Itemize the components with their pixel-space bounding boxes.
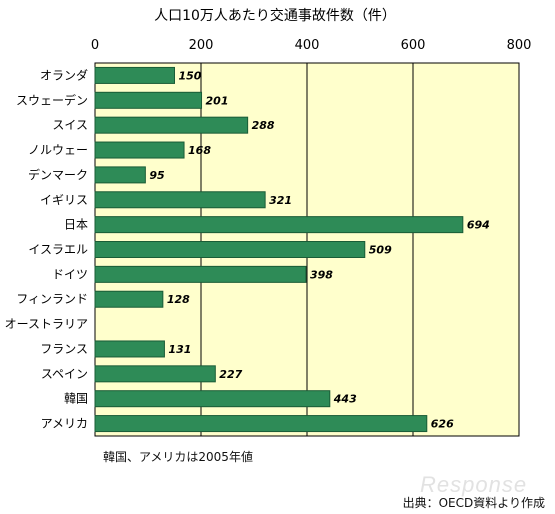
bar bbox=[94, 265, 307, 283]
category-label: フィンランド bbox=[16, 292, 88, 306]
category-label: 韓国 bbox=[64, 392, 88, 406]
x-tick-label: 0 bbox=[91, 38, 99, 53]
category-label: イスラエル bbox=[28, 243, 88, 257]
category-label: スウェーデン bbox=[16, 92, 88, 107]
value-label: 227 bbox=[219, 368, 242, 381]
chart-note: 韓国、アメリカは2005年値 bbox=[103, 450, 253, 464]
x-tick-label: 400 bbox=[295, 38, 320, 53]
bar bbox=[94, 365, 216, 383]
value-label: 168 bbox=[188, 144, 211, 157]
category-label: アメリカ bbox=[41, 417, 88, 431]
value-label: 443 bbox=[333, 393, 357, 406]
x-axis-ticks: 0 200 400 600 800 bbox=[91, 38, 532, 53]
bar bbox=[94, 415, 428, 433]
bar bbox=[94, 91, 203, 109]
bar bbox=[94, 216, 464, 234]
category-label: デンマーク bbox=[28, 167, 88, 182]
value-label: 150 bbox=[179, 69, 202, 82]
bar bbox=[94, 290, 164, 308]
watermark-logo: Response bbox=[420, 472, 528, 497]
bar bbox=[94, 166, 146, 184]
bar bbox=[94, 390, 331, 408]
value-label: 694 bbox=[467, 219, 490, 232]
bar bbox=[94, 141, 185, 159]
x-tick-label: 600 bbox=[401, 38, 426, 53]
category-label: ドイツ bbox=[52, 267, 88, 281]
bar bbox=[94, 116, 249, 134]
value-label: 321 bbox=[269, 194, 292, 207]
value-label: 509 bbox=[369, 244, 392, 257]
bar bbox=[94, 66, 175, 84]
value-labels: 150 201 288 168 95 321 694 509 398 128 131 227 443 62… bbox=[149, 69, 489, 430]
bar bbox=[94, 191, 266, 209]
chart-title: 人口10万人あたり交通事故件数（件） bbox=[154, 7, 396, 24]
value-label: 128 bbox=[167, 293, 190, 306]
category-labels: オランダスウェーデンスイスノルウェーデンマークイギリス日本イスラエルドイツフィン… bbox=[5, 67, 88, 430]
value-label: 288 bbox=[252, 119, 275, 132]
category-label: オーストラリア bbox=[5, 317, 88, 331]
bar bbox=[94, 241, 366, 258]
category-label: オランダ bbox=[40, 67, 88, 82]
category-label: 日本 bbox=[64, 218, 88, 232]
value-label: 131 bbox=[168, 343, 191, 356]
value-label: 201 bbox=[206, 94, 229, 107]
category-label: イギリス bbox=[40, 193, 88, 207]
bars bbox=[94, 66, 464, 433]
x-tick-label: 200 bbox=[189, 38, 214, 53]
category-label: フランス bbox=[40, 342, 88, 356]
category-label: スペイン bbox=[41, 367, 88, 381]
category-label: スイス bbox=[52, 118, 88, 132]
value-label: 398 bbox=[310, 268, 333, 281]
source-note: 出典：OECD資料より作成 bbox=[402, 496, 545, 510]
category-label: ノルウェー bbox=[28, 143, 88, 157]
value-label: 626 bbox=[431, 418, 454, 431]
bar bbox=[94, 340, 165, 358]
x-tick-label: 800 bbox=[507, 38, 532, 53]
value-label: 95 bbox=[149, 169, 165, 182]
